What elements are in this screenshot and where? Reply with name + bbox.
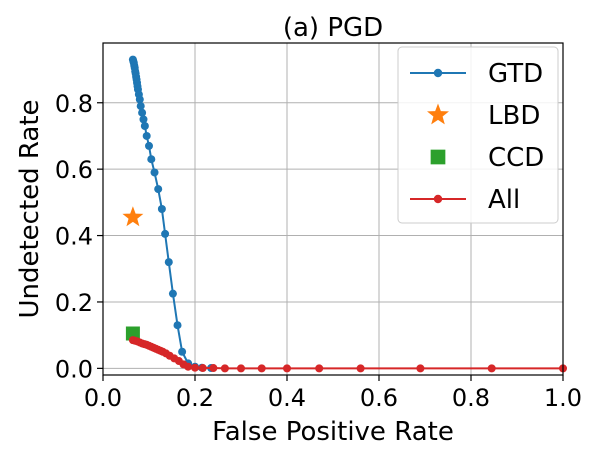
data-point-gtd [139, 115, 148, 124]
legend-label: GTD [488, 59, 543, 89]
data-point-gtd [147, 155, 156, 164]
legend-label: All [488, 185, 520, 215]
x-axis-label: False Positive Rate [212, 417, 454, 447]
data-point-gtd [164, 258, 173, 267]
x-tick-label: 1.0 [544, 384, 582, 412]
data-point-all [315, 364, 324, 373]
legend-item-ccd: CCD [430, 143, 544, 173]
series-gtd [128, 55, 216, 373]
y-axis-label: Undetected Rate [15, 99, 45, 318]
data-point-gtd [140, 122, 149, 130]
x-tick-label: 0.8 [452, 384, 490, 412]
legend-label: CCD [488, 143, 544, 173]
data-point-all [209, 364, 218, 373]
y-tick-label: 0.6 [55, 156, 93, 184]
x-tick-label: 0.0 [84, 384, 122, 412]
legend-marker [433, 68, 443, 78]
data-point-all [184, 362, 193, 371]
series-lbd [122, 206, 144, 227]
series-all [128, 336, 567, 373]
legend-marker [433, 194, 443, 204]
data-point-gtd [168, 289, 177, 298]
legend-item-lbd: LBD [427, 101, 540, 131]
data-point-all [283, 364, 291, 373]
legend-marker [427, 103, 449, 125]
data-point-all [487, 364, 496, 373]
data-point-gtd [135, 95, 144, 104]
legend-marker [430, 149, 446, 165]
data-point-gtd [161, 229, 170, 238]
data-point-gtd [157, 205, 166, 213]
data-point-all [198, 364, 207, 373]
series-layer [122, 55, 567, 373]
data-point-all [416, 364, 425, 373]
y-tick-label: 0.2 [55, 289, 93, 317]
data-point-gtd [178, 347, 187, 356]
y-tick-label: 0.4 [55, 223, 93, 251]
x-tick-label: 0.6 [360, 384, 398, 412]
data-point-gtd [136, 102, 145, 111]
chart-title: (a) PGD [283, 13, 383, 43]
data-point-gtd [142, 131, 151, 140]
data-point-gtd [150, 168, 159, 177]
ticks-layer: 0.0 0.2 0.4 0.6 0.8 1.0 0.0 0.2 0.4 0.6 0.8 [55, 90, 582, 412]
legend: GTD LBD CCD All [397, 46, 559, 224]
y-tick-label: 0.0 [55, 355, 93, 383]
legend-item-gtd: GTD [410, 59, 543, 89]
data-point-all [237, 364, 245, 373]
data-point-all [257, 364, 266, 373]
data-point-all [356, 364, 365, 373]
legend-box [397, 46, 559, 224]
data-point-gtd [138, 108, 147, 117]
data-point-lbd [122, 206, 144, 227]
data-point-gtd [173, 321, 182, 330]
plot-frame [102, 42, 564, 376]
x-tick-label: 0.2 [176, 384, 214, 412]
y-tick-label: 0.8 [55, 90, 93, 118]
x-tick-label: 0.4 [268, 384, 306, 412]
data-point-gtd [145, 141, 153, 150]
legend-item-all: All [410, 185, 520, 215]
legend-label: LBD [488, 101, 540, 131]
data-point-all [220, 364, 229, 373]
data-point-all [191, 363, 199, 372]
data-point-gtd [154, 185, 163, 194]
